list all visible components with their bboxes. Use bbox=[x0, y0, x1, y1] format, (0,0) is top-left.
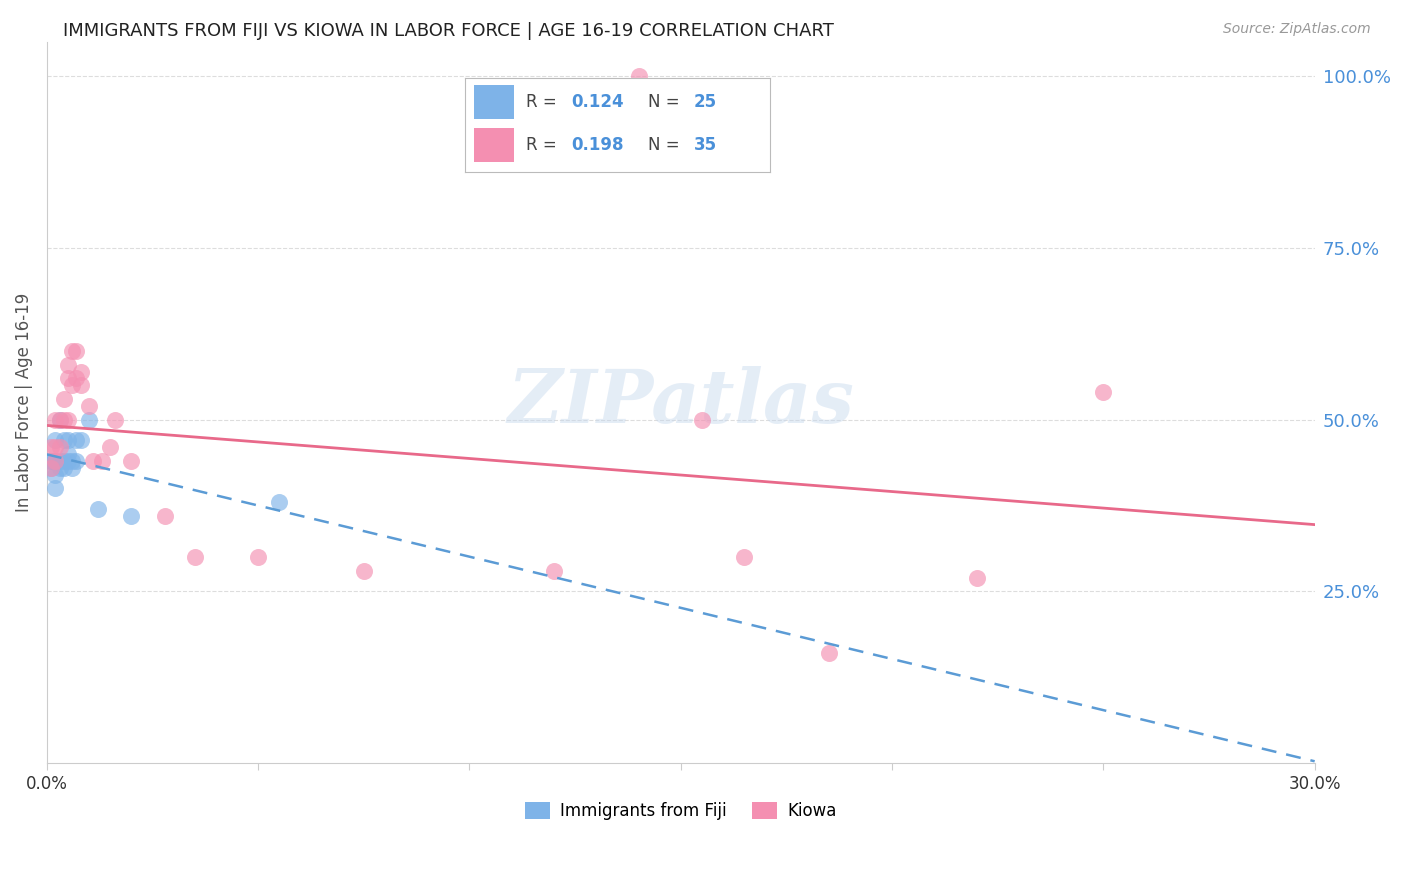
Point bbox=[44, 467, 66, 482]
Point bbox=[65, 434, 87, 448]
Point bbox=[56, 358, 79, 372]
Point bbox=[103, 412, 125, 426]
Point bbox=[120, 508, 142, 523]
Point bbox=[69, 378, 91, 392]
Point bbox=[44, 434, 66, 448]
Point bbox=[52, 412, 75, 426]
Point bbox=[98, 440, 121, 454]
Point bbox=[48, 440, 70, 454]
Point bbox=[86, 502, 108, 516]
Point bbox=[44, 481, 66, 495]
Point bbox=[39, 460, 62, 475]
Point bbox=[48, 412, 70, 426]
Point bbox=[60, 454, 83, 468]
Point bbox=[52, 392, 75, 406]
Text: IMMIGRANTS FROM FIJI VS KIOWA IN LABOR FORCE | AGE 16-19 CORRELATION CHART: IMMIGRANTS FROM FIJI VS KIOWA IN LABOR F… bbox=[63, 22, 834, 40]
Point bbox=[39, 440, 62, 454]
Point bbox=[120, 454, 142, 468]
Point bbox=[690, 412, 713, 426]
Point bbox=[65, 343, 87, 358]
Point bbox=[48, 460, 70, 475]
Point bbox=[60, 343, 83, 358]
Legend: Immigrants from Fiji, Kiowa: Immigrants from Fiji, Kiowa bbox=[519, 796, 844, 827]
Point bbox=[77, 412, 100, 426]
Point bbox=[65, 371, 87, 385]
Point bbox=[39, 454, 62, 468]
Point bbox=[52, 454, 75, 468]
Text: Source: ZipAtlas.com: Source: ZipAtlas.com bbox=[1223, 22, 1371, 37]
Point bbox=[69, 365, 91, 379]
Point bbox=[56, 434, 79, 448]
Y-axis label: In Labor Force | Age 16-19: In Labor Force | Age 16-19 bbox=[15, 293, 32, 512]
Point bbox=[155, 508, 177, 523]
Point bbox=[48, 454, 70, 468]
Point bbox=[65, 454, 87, 468]
Text: ZIPatlas: ZIPatlas bbox=[508, 367, 855, 439]
Point bbox=[90, 454, 112, 468]
Point bbox=[39, 460, 62, 475]
Point bbox=[817, 646, 839, 660]
Point bbox=[1092, 385, 1115, 400]
Point bbox=[56, 371, 79, 385]
Point bbox=[44, 440, 66, 454]
Point bbox=[733, 549, 755, 564]
Point bbox=[39, 454, 62, 468]
Point bbox=[627, 69, 650, 83]
Point bbox=[44, 412, 66, 426]
Point bbox=[48, 412, 70, 426]
Point bbox=[44, 454, 66, 468]
Point bbox=[269, 495, 291, 509]
Point bbox=[82, 454, 104, 468]
Point bbox=[184, 549, 207, 564]
Point bbox=[77, 399, 100, 413]
Point bbox=[56, 412, 79, 426]
Point bbox=[247, 549, 270, 564]
Point bbox=[52, 434, 75, 448]
Point bbox=[52, 460, 75, 475]
Point bbox=[44, 454, 66, 468]
Point bbox=[543, 564, 565, 578]
Point bbox=[353, 564, 375, 578]
Point bbox=[56, 454, 79, 468]
Point bbox=[60, 460, 83, 475]
Point bbox=[56, 447, 79, 461]
Point bbox=[966, 571, 988, 585]
Point bbox=[60, 378, 83, 392]
Point bbox=[69, 434, 91, 448]
